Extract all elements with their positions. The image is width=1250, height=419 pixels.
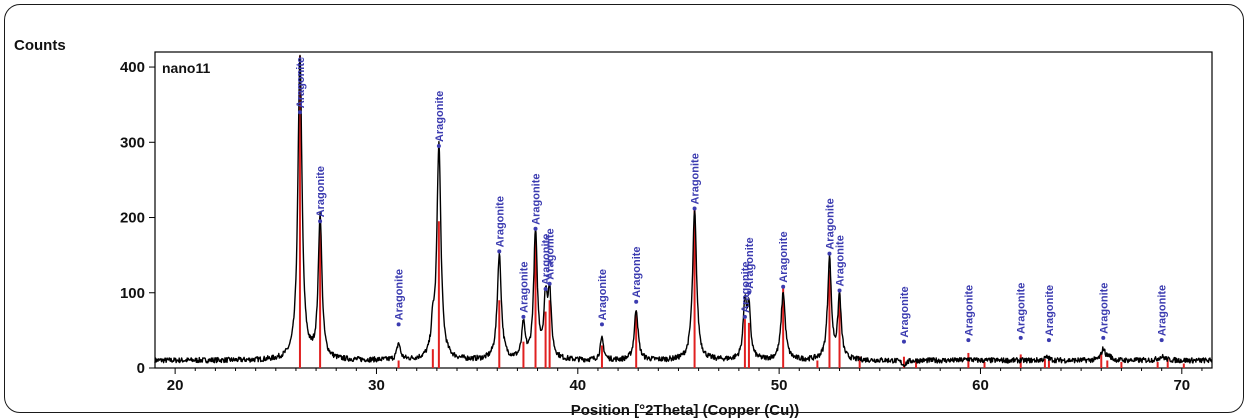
peak-marker: [1046, 338, 1051, 343]
peak-label: Aragonite: [394, 269, 406, 320]
peak-marker: [781, 284, 786, 289]
peak-label: Aragonite: [631, 246, 643, 297]
diffraction-pattern: [154, 54, 1213, 368]
y-tick-label: 400: [120, 59, 145, 76]
x-tick-label: 40: [569, 377, 586, 394]
peak-label: Aragonite: [518, 261, 530, 312]
peak-label: Aragonite: [1044, 285, 1056, 336]
y-tick-label: 200: [120, 210, 145, 227]
x-tick-label: 50: [771, 377, 788, 394]
plot-area: [154, 51, 1213, 369]
sample-label: nano11: [162, 60, 210, 76]
peak-label: Aragonite: [597, 269, 609, 320]
peak-label: Aragonite: [963, 285, 975, 336]
peak-marker: [692, 206, 697, 211]
peak-marker: [746, 290, 751, 295]
y-tick-label: 300: [120, 134, 145, 151]
y-tick-label: 0: [137, 360, 145, 377]
peak-label: Aragonite: [1157, 285, 1169, 336]
chart-frame: [4, 4, 1244, 413]
x-tick-label: 30: [368, 377, 385, 394]
y-axis-label: Counts: [14, 37, 66, 54]
peak-label: Aragonite: [1098, 283, 1110, 334]
peak-label: Aragonite: [899, 286, 911, 337]
peak-marker: [521, 314, 526, 319]
peak-marker: [599, 322, 604, 327]
peak-marker: [634, 299, 639, 304]
peak-marker: [966, 338, 971, 343]
peak-marker: [547, 281, 552, 286]
x-tick-label: 20: [167, 377, 184, 394]
peak-label: Aragonite: [494, 196, 506, 247]
peak-marker: [533, 226, 538, 231]
peak-label: Aragonite: [315, 166, 327, 217]
peak-marker: [1159, 338, 1164, 343]
peak-label: Aragonite: [295, 57, 307, 108]
peak-label: Aragonite: [545, 228, 557, 279]
peak-label: Aragonite: [778, 231, 790, 282]
peak-marker: [436, 144, 441, 149]
peak-label: Aragonite: [824, 198, 836, 249]
x-axis-label: Position [°2Theta] (Copper (Cu)): [571, 402, 799, 419]
peak-marker: [297, 110, 302, 115]
peak-marker: [901, 339, 906, 344]
peak-label: Aragonite: [434, 91, 446, 142]
peak-marker: [827, 251, 832, 256]
peak-marker: [396, 322, 401, 327]
peak-marker: [1018, 335, 1023, 340]
peak-marker: [497, 249, 502, 254]
peak-marker: [837, 288, 842, 293]
peak-label: Aragonite: [835, 235, 847, 286]
peak-label: Aragonite: [740, 261, 752, 312]
peak-marker: [543, 287, 548, 291]
peak-label: Aragonite: [744, 237, 756, 288]
peak-marker: [1101, 335, 1106, 340]
peak-label: Aragonite: [1016, 283, 1028, 334]
x-tick-label: 60: [972, 377, 989, 394]
x-tick-label: 70: [1173, 377, 1190, 394]
y-tick-label: 100: [120, 285, 145, 302]
peak-marker: [318, 219, 323, 224]
peak-label: Aragonite: [690, 153, 702, 204]
peak-label: Aragonite: [541, 234, 553, 285]
peak-marker: [742, 314, 747, 319]
peak-label: Aragonite: [531, 173, 543, 224]
